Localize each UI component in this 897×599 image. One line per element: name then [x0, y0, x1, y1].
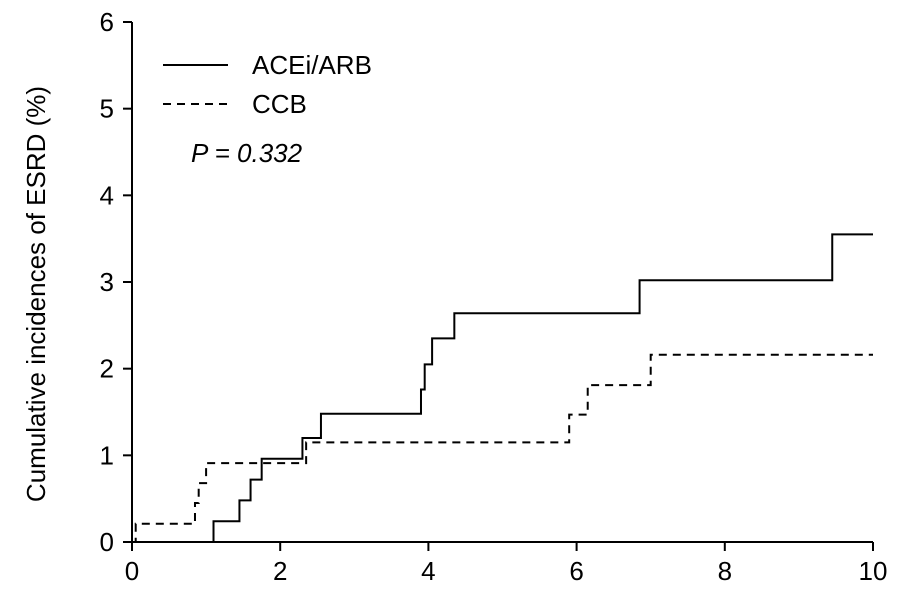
axes	[131, 22, 873, 543]
p-value-annotation: P = 0.332	[191, 138, 303, 168]
y-tick-label: 4	[100, 180, 114, 210]
y-tick-label: 2	[100, 354, 114, 384]
x-tick-label: 10	[859, 556, 888, 586]
y-tick-label: 6	[100, 7, 114, 37]
x-tick-label: 4	[421, 556, 435, 586]
series-line-ccb	[132, 353, 873, 543]
y-tick-label: 3	[100, 267, 114, 297]
y-tick-label: 1	[100, 440, 114, 470]
y-axis-title: Cumulative incidences of ESRD (%)	[21, 86, 51, 502]
y-tick-label: 0	[100, 527, 114, 557]
y-ticks: 0 1 2 3 4 5 6	[100, 7, 132, 557]
x-tick-label: 2	[273, 556, 287, 586]
x-ticks: 0 2 4 6 8 10	[125, 542, 888, 586]
legend-label: ACEi/ARB	[252, 50, 372, 80]
p-value-equals: =	[207, 138, 237, 168]
legend-label: CCB	[252, 89, 307, 119]
p-value-symbol: P	[191, 138, 209, 168]
legend: ACEi/ARB CCB	[163, 50, 372, 119]
x-tick-label: 0	[125, 556, 139, 586]
y-tick-label: 5	[100, 94, 114, 124]
p-value-number: 0.332	[237, 138, 303, 168]
x-tick-label: 6	[569, 556, 583, 586]
series-layer	[132, 233, 873, 543]
x-tick-label: 8	[718, 556, 732, 586]
series-line-acei-arb	[132, 233, 873, 543]
